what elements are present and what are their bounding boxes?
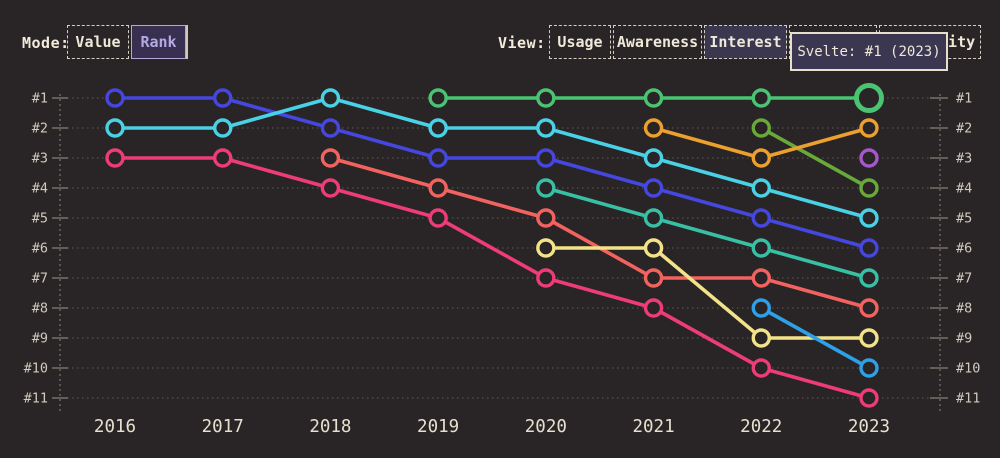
mode-rank-button[interactable]: Rank <box>131 25 186 59</box>
rank-label-right: #11 <box>956 391 980 407</box>
rank-label-right: #2 <box>956 121 972 137</box>
data-point-sky-series[interactable] <box>859 358 879 378</box>
rank-label-right: #5 <box>956 211 972 227</box>
data-point-salmon-series[interactable] <box>320 148 341 168</box>
data-point-indigo-series[interactable] <box>643 178 664 198</box>
data-point-teal-series[interactable] <box>536 178 556 198</box>
rank-label-left: #2 <box>32 121 48 137</box>
series-line-pink-series <box>113 156 871 400</box>
rank-label-right: #7 <box>956 271 972 287</box>
rank-label-right: #4 <box>956 181 972 197</box>
data-point-salmon-series[interactable] <box>859 298 879 318</box>
data-point-salmon-series[interactable] <box>643 268 664 288</box>
mode-toggle-group: Value Rank <box>67 25 186 59</box>
tooltip-text: Svelte: #1 (2023) <box>797 43 941 60</box>
rank-label-right: #1 <box>956 91 972 107</box>
rank-label-left: #8 <box>32 301 48 317</box>
data-point-pink-series[interactable] <box>859 388 879 408</box>
data-point-indigo-series[interactable] <box>213 88 233 108</box>
data-point-cyan-series[interactable] <box>751 178 771 198</box>
data-point-cyan-series[interactable] <box>213 118 233 138</box>
data-point-Svelte[interactable] <box>751 88 771 108</box>
view-interest-button[interactable]: Interest <box>704 25 787 59</box>
data-point-pink-series[interactable] <box>428 208 448 228</box>
year-label: 2020 <box>525 417 567 437</box>
data-point-salmon-series[interactable] <box>751 268 771 288</box>
rank-label-left: #9 <box>32 331 48 347</box>
tooltip: Svelte: #1 (2023) <box>790 32 948 71</box>
data-point-indigo-series[interactable] <box>428 148 448 168</box>
series-line-indigo-series <box>113 96 871 250</box>
data-point-cyan-series[interactable] <box>859 208 879 228</box>
data-point-cyan-series[interactable] <box>536 118 556 138</box>
view-usage-button[interactable]: Usage <box>549 25 611 59</box>
rank-label-left: #3 <box>32 151 48 167</box>
data-point-lime-series[interactable] <box>751 118 771 138</box>
data-point-indigo-series[interactable] <box>859 238 879 258</box>
series-line-lime-series <box>759 126 871 190</box>
series-line-cyan-series <box>113 96 871 220</box>
data-point-indigo-series[interactable] <box>751 208 771 228</box>
data-point-purple-series[interactable] <box>859 148 879 168</box>
data-point-yellow-series[interactable] <box>859 328 879 348</box>
data-point-teal-series[interactable] <box>751 238 771 258</box>
year-label: 2017 <box>202 417 244 437</box>
rank-label-right: #8 <box>956 301 972 317</box>
data-point-salmon-series[interactable] <box>536 208 556 228</box>
data-point-pink-series[interactable] <box>320 178 341 198</box>
series-line-sky-series <box>759 306 871 370</box>
data-point-orange-series[interactable] <box>643 118 664 138</box>
data-point-cyan-series[interactable] <box>320 88 341 108</box>
year-label: 2021 <box>632 417 674 437</box>
year-label: 2022 <box>740 417 782 437</box>
series-line-salmon-series <box>328 156 871 310</box>
rank-label-left: #7 <box>32 271 48 287</box>
view-label: View: <box>498 34 546 52</box>
data-point-yellow-series[interactable] <box>643 238 664 258</box>
data-point-yellow-series[interactable] <box>536 238 556 258</box>
rank-label-left: #1 <box>32 91 48 107</box>
data-point-pink-series[interactable] <box>105 148 125 168</box>
data-point-indigo-series[interactable] <box>320 118 341 138</box>
year-label: 2019 <box>417 417 459 437</box>
rank-label-right: #3 <box>956 151 972 167</box>
year-label: 2016 <box>94 417 136 437</box>
data-point-indigo-series[interactable] <box>536 148 556 168</box>
data-point-pink-series[interactable] <box>643 298 664 318</box>
data-point-cyan-series[interactable] <box>428 118 448 138</box>
data-point-pink-series[interactable] <box>536 268 556 288</box>
rank-label-left: #10 <box>24 361 48 377</box>
data-point-orange-series[interactable] <box>751 148 771 168</box>
data-point-teal-series[interactable] <box>859 268 879 288</box>
series-line-teal-series <box>544 186 871 280</box>
rank-label-right: #6 <box>956 241 972 257</box>
data-point-pink-series[interactable] <box>751 358 771 378</box>
data-point-indigo-series[interactable] <box>105 88 125 108</box>
year-label: 2023 <box>848 417 890 437</box>
data-point-Svelte[interactable] <box>536 88 556 108</box>
data-point-lime-series[interactable] <box>859 178 879 198</box>
data-point-yellow-series[interactable] <box>751 328 771 348</box>
rank-label-right: #10 <box>956 361 980 377</box>
data-point-Svelte[interactable] <box>428 88 448 108</box>
data-point-Svelte[interactable] <box>643 88 664 108</box>
data-point-cyan-series[interactable] <box>643 148 664 168</box>
data-point-orange-series[interactable] <box>859 118 879 138</box>
mode-value-button[interactable]: Value <box>67 25 129 59</box>
highlighted-data-point-Svelte[interactable] <box>853 83 884 113</box>
data-point-pink-series[interactable] <box>213 148 233 168</box>
data-point-salmon-series[interactable] <box>428 178 448 198</box>
data-point-teal-series[interactable] <box>643 208 664 228</box>
mode-label: Mode: <box>22 34 70 52</box>
rank-label-left: #4 <box>32 181 48 197</box>
rank-label-left: #11 <box>24 391 48 407</box>
year-label: 2018 <box>309 417 351 437</box>
view-awareness-button[interactable]: Awareness <box>613 25 702 59</box>
rank-label-right: #9 <box>956 331 972 347</box>
rank-label-left: #6 <box>32 241 48 257</box>
data-point-cyan-series[interactable] <box>105 118 125 138</box>
rank-label-left: #5 <box>32 211 48 227</box>
data-point-sky-series[interactable] <box>751 298 771 318</box>
